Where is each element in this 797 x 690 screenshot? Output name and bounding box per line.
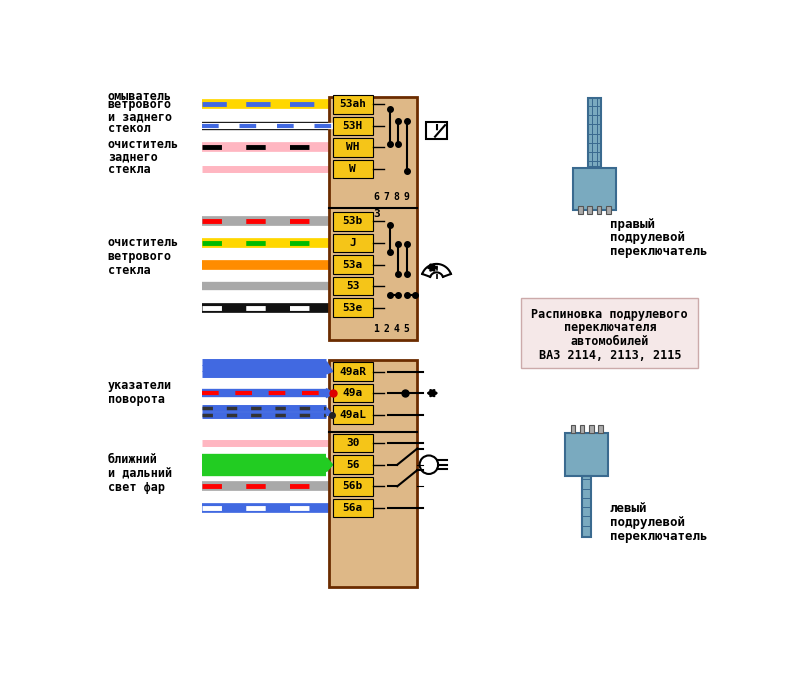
Text: 9: 9 [403, 192, 410, 201]
Text: автомобилей: автомобилей [571, 335, 649, 348]
Text: очиститель: очиститель [108, 237, 179, 250]
Bar [599, 426, 603, 433]
Text: 53b: 53b [343, 217, 363, 226]
Bar [332, 212, 373, 230]
Text: 53: 53 [346, 281, 359, 291]
Text: ближний: ближний [108, 453, 158, 466]
Text: поворота: поворота [108, 393, 165, 406]
Bar [587, 206, 592, 214]
Bar [573, 168, 616, 210]
Polygon shape [327, 408, 332, 415]
Bar [332, 406, 373, 424]
Text: ветрового: ветрового [108, 250, 172, 264]
Text: переключателя: переключателя [563, 322, 656, 335]
Bar [332, 255, 373, 274]
Text: 56b: 56b [343, 482, 363, 491]
Bar [329, 360, 418, 587]
Text: 53e: 53e [343, 303, 363, 313]
Bar [332, 434, 373, 453]
Text: 1: 1 [374, 324, 379, 334]
Text: J: J [349, 238, 356, 248]
Text: 4: 4 [394, 324, 399, 334]
Text: очиститель: очиститель [108, 138, 179, 151]
Bar [332, 95, 373, 114]
Bar [332, 455, 373, 474]
Text: подрулевой: подрулевой [610, 231, 685, 244]
Polygon shape [582, 475, 591, 537]
Text: 30: 30 [346, 438, 359, 449]
Text: ветрового: ветрового [108, 98, 172, 111]
Text: W: W [349, 164, 356, 174]
Text: и дальний: и дальний [108, 466, 172, 480]
Polygon shape [327, 362, 332, 374]
Bar [332, 384, 373, 402]
Bar [332, 160, 373, 178]
Text: 49aR: 49aR [340, 366, 366, 377]
Text: WH: WH [346, 142, 359, 152]
Text: 49aL: 49aL [340, 410, 366, 420]
Text: 8: 8 [394, 192, 399, 201]
Bar [426, 122, 447, 139]
Text: ВАЗ 2114, 2113, 2115: ВАЗ 2114, 2113, 2115 [539, 349, 681, 362]
Bar [332, 298, 373, 317]
Text: заднего: заднего [108, 150, 158, 164]
Text: указатели: указатели [108, 379, 172, 392]
Text: переключатель: переключатель [610, 530, 707, 543]
Bar [332, 277, 373, 295]
Text: подрулевой: подрулевой [610, 516, 685, 529]
Text: 2: 2 [383, 324, 390, 334]
Bar [332, 138, 373, 157]
Bar [606, 206, 611, 214]
Text: переключатель: переключатель [610, 245, 707, 258]
Text: 53ah: 53ah [340, 99, 366, 109]
Bar [332, 234, 373, 253]
Text: свет фар: свет фар [108, 480, 165, 493]
Text: 56a: 56a [343, 503, 363, 513]
Bar [332, 499, 373, 517]
Text: 6: 6 [374, 192, 379, 201]
Text: 49a: 49a [343, 388, 363, 398]
Text: стекла: стекла [108, 163, 151, 175]
Polygon shape [327, 457, 332, 472]
Text: Распиновка подрулевого: Распиновка подрулевого [532, 308, 688, 321]
Text: 56: 56 [346, 460, 359, 470]
Bar [579, 426, 584, 433]
Text: и заднего: и заднего [108, 110, 172, 124]
Bar [332, 477, 373, 495]
Text: правый: правый [610, 217, 655, 230]
Bar [589, 426, 594, 433]
Text: 3: 3 [373, 210, 380, 219]
Bar [332, 117, 373, 135]
Text: стекол: стекол [108, 123, 151, 135]
Bar [565, 433, 608, 475]
Text: омыватель: омыватель [108, 90, 172, 104]
Bar [571, 426, 575, 433]
Text: 53H: 53H [343, 121, 363, 131]
Text: 7: 7 [383, 192, 390, 201]
Text: 53a: 53a [343, 259, 363, 270]
Bar [332, 362, 373, 381]
Bar [579, 206, 583, 214]
Bar [521, 298, 698, 368]
Text: 5: 5 [403, 324, 410, 334]
Polygon shape [327, 388, 332, 397]
Polygon shape [588, 98, 601, 168]
Bar [597, 206, 602, 214]
Text: стекла: стекла [108, 264, 151, 277]
Text: левый: левый [610, 502, 647, 515]
Bar [329, 97, 418, 340]
